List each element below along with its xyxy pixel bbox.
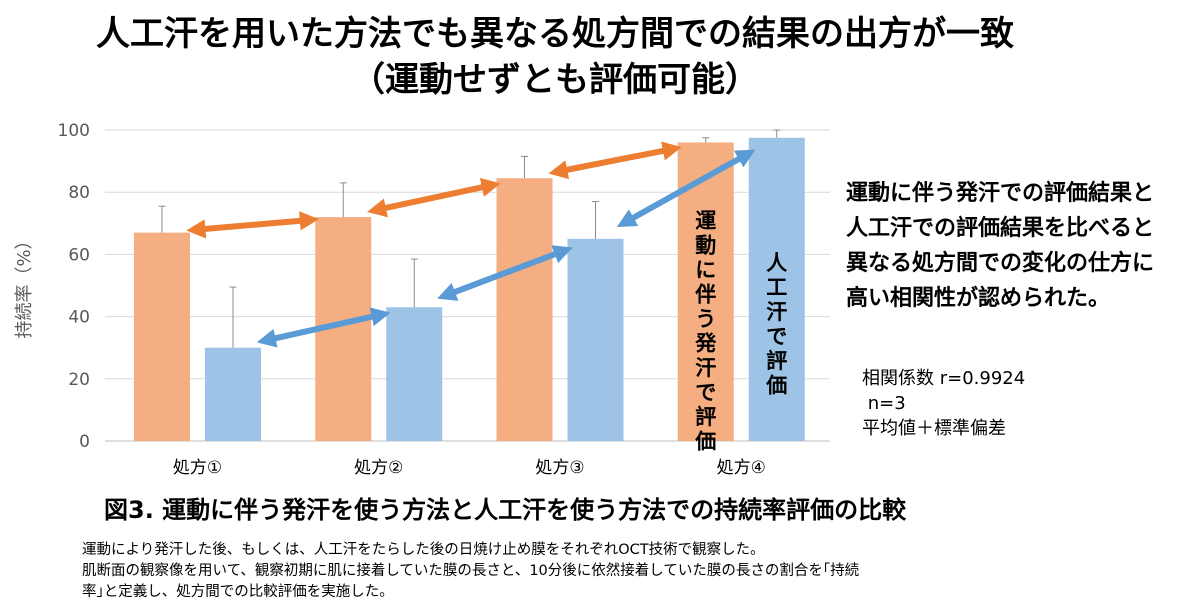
- conclusion-line: 人工汗での評価結果を比べると: [846, 216, 1155, 241]
- conclusion-line: 異なる処方間での変化の仕方に: [846, 251, 1155, 276]
- page-subtitle: （運動せずとも評価可能）: [351, 60, 759, 100]
- sample-size: n=3: [862, 393, 906, 414]
- y-tick-label: 20: [68, 370, 90, 390]
- bar-labels: 運動に伴う発汗で評価 人工汗で評価: [694, 209, 787, 454]
- bar-artificial: [748, 137, 805, 441]
- legend-label-artificial: 人工汗で評価: [765, 251, 787, 398]
- arrow-sweat: [548, 141, 682, 180]
- arrow-sweat: [367, 177, 501, 218]
- bar-chart: 運動に伴う発汗で評価 人工汗で評価 0 20 40 60 80 100 処方① 処方② 処方③ 処方…: [14, 121, 830, 478]
- bar-artificial: [205, 347, 261, 441]
- stats-note: 平均値＋標準偏差: [862, 418, 1006, 439]
- figure-caption: 図3. 運動に伴う発汗を使う方法と人工汗を使う方法での持続率評価の比較: [104, 496, 907, 524]
- correlation-value: 相関係数 r=0.9924: [862, 368, 1026, 389]
- figure-description: 運動により発汗した後、もしくは、人工汗をたらした後の日焼け止め膜をそれぞれOCT…: [82, 540, 1032, 603]
- y-tick-label: 60: [68, 245, 90, 265]
- arrow-artificial: [616, 149, 756, 227]
- description-line: 肌断面の観察像を用いて、観察初期に肌に接着していた膜の長さと、10分後に依然接着…: [82, 563, 860, 579]
- y-axis-label: 持続率（%）: [14, 231, 35, 338]
- x-tick-label: 処方②: [354, 458, 403, 478]
- y-tick-label: 40: [68, 308, 90, 328]
- arrow-artificial: [437, 245, 573, 301]
- stats-block: 相関係数 r=0.9924 n=3 平均値＋標準偏差: [862, 366, 1025, 441]
- conclusion-line: 高い相関性が認められた。: [846, 286, 1111, 311]
- description-line: 運動により発汗した後、もしくは、人工汗をたらした後の日焼け止め膜をそれぞれOCT…: [82, 542, 765, 558]
- x-tick-label: 処方③: [535, 458, 584, 478]
- bar-sweat: [496, 178, 553, 441]
- y-tick-label: 0: [79, 432, 90, 452]
- y-tick-label: 100: [58, 121, 90, 141]
- arrow-sweat: [186, 211, 319, 239]
- page-title: 人工汗を用いた方法でも異なる処方間での結果の出方が一致: [96, 14, 1014, 54]
- conclusion-text: 運動に伴う発汗での評価結果と 人工汗での評価結果を比べると 異なる処方間での変化…: [846, 176, 1200, 316]
- description-line: 率｣と定義し、処方間での比較評価を実施した。: [82, 584, 394, 600]
- x-tick-label: 処方④: [717, 458, 766, 478]
- arrow-artificial: [256, 307, 391, 348]
- legend-label-sweat: 運動に伴う発汗で評価: [694, 209, 717, 454]
- bar-sweat: [134, 232, 190, 441]
- bar-artificial: [386, 307, 443, 441]
- comparison-arrows: [186, 141, 756, 348]
- bar-artificial: [567, 238, 624, 441]
- y-tick-label: 80: [68, 183, 90, 203]
- axis-ticks: 0 20 40 60 80 100 処方① 処方② 処方③ 処方④: [58, 121, 766, 478]
- error-bars: [158, 129, 781, 348]
- x-tick-label: 処方①: [173, 458, 222, 478]
- conclusion-line: 運動に伴う発汗での評価結果と: [846, 181, 1155, 206]
